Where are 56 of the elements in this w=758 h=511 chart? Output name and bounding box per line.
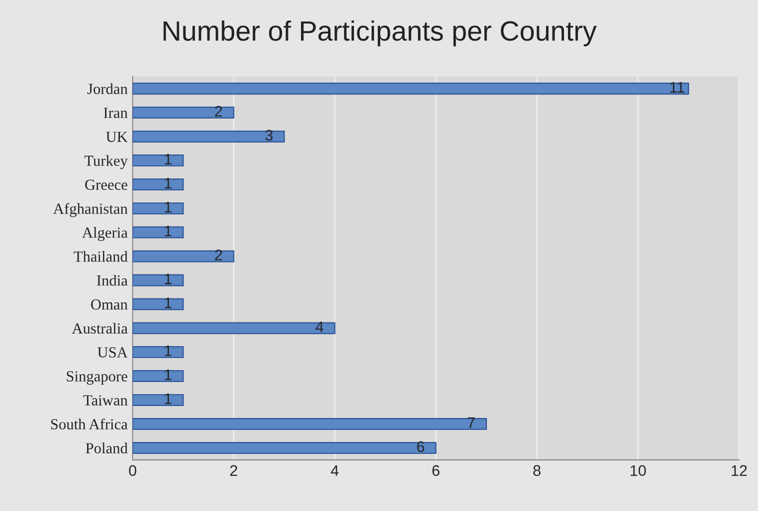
data-label: 1 bbox=[164, 178, 172, 188]
x-tick-label: 12 bbox=[732, 465, 747, 476]
y-tick-label: Iran bbox=[104, 108, 128, 118]
x-tick-label: 2 bbox=[230, 465, 238, 476]
y-tick-label: Poland bbox=[86, 442, 128, 454]
bar bbox=[132, 370, 184, 382]
bar bbox=[132, 130, 285, 142]
y-tick-label: Thailand bbox=[74, 251, 128, 262]
x-tick-label: 0 bbox=[129, 465, 136, 476]
y-tick-label: USA bbox=[98, 347, 128, 358]
y-tick-label: UK bbox=[106, 132, 128, 142]
y-tick-label: India bbox=[96, 274, 128, 286]
data-label: 3 bbox=[265, 130, 273, 141]
bar bbox=[132, 106, 234, 119]
y-tick-label: Australia bbox=[72, 322, 128, 334]
x-tick-label: 10 bbox=[630, 465, 646, 476]
bar bbox=[132, 418, 487, 430]
y-tick-label: Greece bbox=[85, 180, 128, 190]
bar bbox=[132, 250, 234, 262]
data-label: 7 bbox=[468, 417, 475, 428]
y-tick-label: Singapore bbox=[66, 371, 128, 385]
y-tick-label: Algeria bbox=[82, 227, 128, 241]
bar bbox=[132, 82, 690, 95]
y-tick-label: Afghanistan bbox=[53, 203, 128, 218]
data-label: 2 bbox=[215, 250, 222, 260]
bar bbox=[132, 154, 184, 166]
y-tick-label: South Africa bbox=[51, 418, 128, 430]
data-label: 1 bbox=[164, 298, 172, 308]
bar bbox=[132, 442, 436, 454]
bar bbox=[132, 274, 184, 286]
bar bbox=[132, 298, 184, 310]
y-tick-label: Turkey bbox=[84, 155, 128, 170]
x-tick-label: 4 bbox=[330, 465, 339, 476]
data-label: 1 bbox=[164, 154, 172, 164]
bar bbox=[132, 202, 184, 214]
data-label: 1 bbox=[164, 274, 172, 284]
data-label: 2 bbox=[215, 106, 222, 117]
x-tick-label: 6 bbox=[432, 465, 440, 476]
data-label: 1 bbox=[164, 370, 172, 380]
data-label: 11 bbox=[670, 82, 684, 93]
bar bbox=[132, 226, 184, 238]
data-label: 4 bbox=[316, 322, 324, 332]
y-tick-label: Jordan bbox=[87, 83, 128, 94]
y-tick-label: Taiwan bbox=[83, 395, 128, 406]
chart-title: Number of Participants per Country bbox=[164, 20, 597, 46]
data-label: 1 bbox=[164, 346, 172, 356]
bar bbox=[132, 178, 184, 190]
bar bbox=[132, 322, 336, 334]
data-label: 1 bbox=[164, 393, 172, 404]
data-label: 1 bbox=[164, 202, 172, 212]
bar bbox=[132, 346, 184, 358]
bar bbox=[132, 394, 184, 406]
data-label: 1 bbox=[164, 226, 172, 236]
data-label: 6 bbox=[417, 441, 424, 452]
y-tick-label: Oman bbox=[91, 299, 128, 310]
x-tick-label: 8 bbox=[533, 465, 540, 476]
